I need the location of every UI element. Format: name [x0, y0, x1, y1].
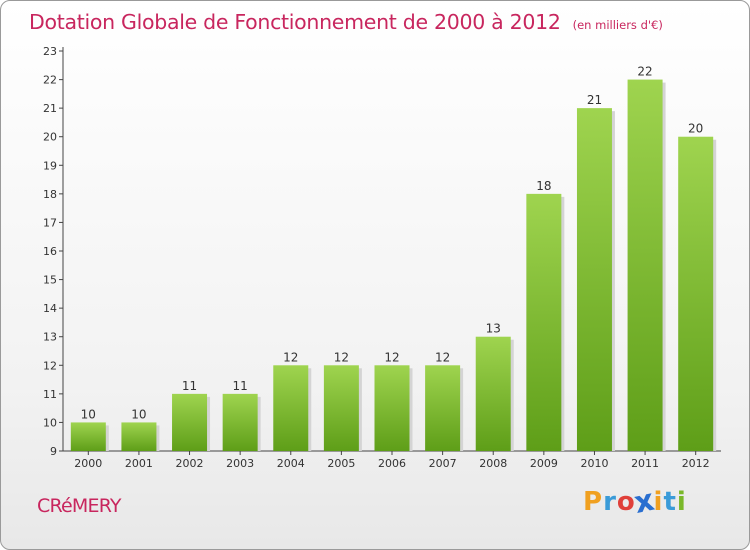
chart-title: Dotation Globale de Fonctionnement de 20…: [29, 10, 663, 34]
chart-subtitle: (en milliers d'€): [572, 18, 663, 32]
bar-2003: [222, 393, 258, 451]
y-tick-label: 13: [43, 331, 57, 344]
x-tick-label: 2010: [580, 457, 608, 470]
x-tick-label: 2011: [631, 457, 659, 470]
bar-2010: [576, 108, 612, 452]
y-tick-label: 16: [43, 245, 57, 258]
bar-value-label: 11: [233, 379, 248, 393]
bar-value-label: 10: [81, 407, 96, 421]
bar-value-label: 12: [435, 350, 450, 364]
bar-2002: [172, 393, 208, 451]
logo-letter: t: [663, 487, 677, 517]
x-tick-label: 2001: [125, 457, 153, 470]
logo-letter: r: [603, 487, 617, 517]
bar-value-label: 12: [384, 350, 399, 364]
proxiti-logo: Proxiti: [583, 483, 687, 521]
y-tick-label: 10: [43, 416, 57, 429]
y-tick-label: 11: [43, 388, 57, 401]
x-tick-label: 2009: [530, 457, 558, 470]
commune-name: CRéMERY: [37, 495, 122, 517]
bar-2012: [678, 136, 714, 451]
bar-2008: [475, 336, 511, 451]
y-tick-label: 17: [43, 216, 57, 229]
x-tick-label: 2012: [682, 457, 710, 470]
y-tick-label: 21: [43, 102, 57, 115]
bar-value-label: 20: [688, 122, 703, 136]
x-tick-label: 2003: [226, 457, 254, 470]
y-tick-label: 19: [43, 159, 57, 172]
bar-2009: [526, 193, 562, 451]
y-tick-label: 15: [43, 274, 57, 287]
y-tick-label: 12: [43, 359, 57, 372]
bar-value-label: 12: [334, 350, 349, 364]
bar-value-label: 13: [486, 322, 501, 336]
bar-2006: [374, 365, 410, 451]
logo-letter: i: [676, 487, 687, 517]
bar-value-label: 21: [587, 93, 602, 107]
bar-value-label: 18: [536, 179, 551, 193]
x-tick-label: 2002: [176, 457, 204, 470]
x-tick-label: 2008: [479, 457, 507, 470]
bar-value-label: 11: [182, 379, 197, 393]
y-tick-label: 9: [50, 445, 57, 458]
bar-value-label: 10: [131, 407, 146, 421]
bar-value-label: 12: [283, 350, 298, 364]
logo-letter: P: [583, 487, 604, 517]
bar-2005: [323, 365, 359, 451]
bar-value-label: 22: [637, 65, 652, 79]
bar-2007: [425, 365, 461, 451]
bar-2001: [121, 422, 157, 451]
bar-2000: [70, 422, 106, 451]
x-tick-label: 2006: [378, 457, 406, 470]
y-tick-label: 23: [43, 45, 57, 58]
x-tick-label: 2004: [277, 457, 305, 470]
y-tick-label: 14: [43, 302, 57, 315]
bar-2004: [273, 365, 309, 451]
x-tick-label: 2000: [74, 457, 102, 470]
logo-letter: o: [616, 487, 636, 517]
bar-2011: [627, 79, 663, 452]
y-tick-label: 18: [43, 188, 57, 201]
title-text: Dotation Globale de Fonctionnement de 20…: [29, 10, 561, 34]
y-tick-label: 20: [43, 131, 57, 144]
y-tick-label: 22: [43, 74, 57, 87]
x-tick-label: 2007: [429, 457, 457, 470]
logo-letter: i: [653, 487, 664, 517]
x-tick-label: 2005: [327, 457, 355, 470]
